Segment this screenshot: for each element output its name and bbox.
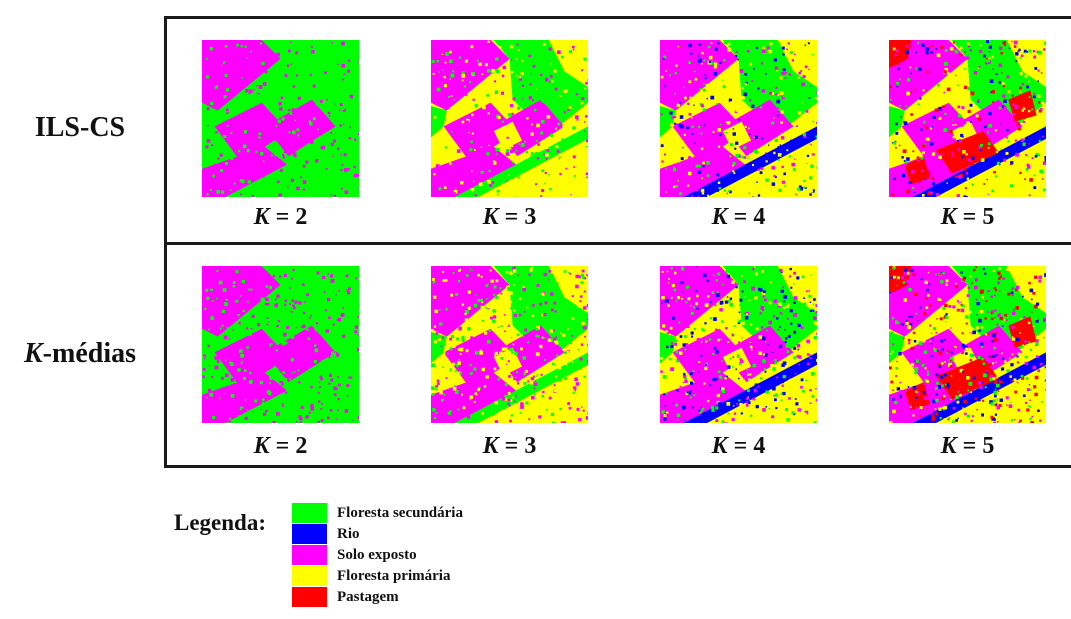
row-label-ils-cs: ILS-CS [34,112,126,143]
legend-swatch [292,545,327,565]
k-var: K [482,433,499,459]
legend-title: Legenda: [174,510,266,535]
map-image [431,40,588,197]
k-label-ilscs-4: K = 4 [660,204,817,231]
k-var: K [940,204,957,230]
map-ilscs-k2 [202,40,359,197]
k-label-kmeans-5: K = 5 [889,433,1046,460]
legend-item-rio: Rio [292,524,360,544]
k-label-kmeans-3: K = 3 [431,433,588,460]
map-ilscs-k5 [889,40,1046,197]
k-var: K [253,433,270,459]
legend-item-pastagem: Pastagem [292,587,399,607]
map-image [660,266,817,423]
legend-swatch [292,587,327,607]
row-label-k-var: K [23,338,43,369]
k-label-ilscs-3: K = 3 [431,204,588,231]
legend-label: Rio [337,525,360,542]
row-divider [164,242,1071,245]
map-image [889,40,1046,197]
map-image [889,266,1046,423]
k-var: K [711,433,728,459]
map-kmeans-k3 [431,266,588,423]
map-image [660,40,817,197]
k-var: K [253,204,270,230]
legend-swatch [292,524,327,544]
legend-item-solo-exposto: Solo exposto [292,545,417,565]
k-var: K [711,204,728,230]
legend-item-floresta-primaria: Floresta primária [292,566,450,586]
map-ilscs-k3 [431,40,588,197]
legend-swatch [292,503,327,523]
k-label-kmeans-4: K = 4 [660,433,817,460]
legend-label: Solo exposto [337,546,417,563]
legend-label: Pastagem [337,588,399,605]
k-label-kmeans-2: K = 2 [202,433,359,460]
k-value: = 5 [956,204,995,230]
k-value: = 3 [498,204,537,230]
map-image [431,266,588,423]
k-value: = 4 [727,433,766,459]
k-value: = 5 [956,433,995,459]
legend-swatch [292,566,327,586]
map-ilscs-k4 [660,40,817,197]
k-var: K [940,433,957,459]
map-image [202,266,359,423]
row-label-k-rest: -médias [42,338,136,369]
k-value: = 2 [269,204,308,230]
k-value: = 2 [269,433,308,459]
row-label-k-medias: K-médias [0,338,160,370]
legend-label: Floresta primária [337,567,451,584]
map-kmeans-k5 [889,266,1046,423]
legend-item-floresta-secundaria: Floresta secundária [292,503,463,523]
k-label-ilscs-2: K = 2 [202,204,359,231]
map-kmeans-k4 [660,266,817,423]
map-image [202,40,359,197]
k-value: = 4 [727,204,766,230]
k-label-ilscs-5: K = 5 [889,204,1046,231]
legend-label: Floresta secundária [337,504,463,521]
k-var: K [482,204,499,230]
map-kmeans-k2 [202,266,359,423]
k-value: = 3 [498,433,537,459]
